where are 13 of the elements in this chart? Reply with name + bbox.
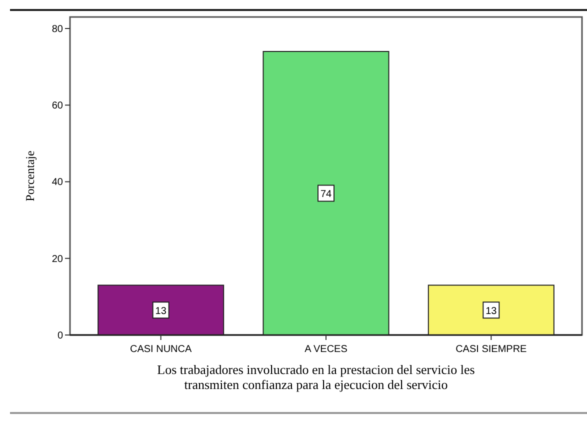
x-axis-title: Los trabajadores involucrado en la prestacion del servicio les transmiten confianza para la ejecucion del servicio bbox=[157, 362, 475, 392]
x-tick-label: CASI SIEMPRE bbox=[456, 344, 528, 355]
y-tick-label: 80 bbox=[52, 24, 64, 35]
y-tick-label: 20 bbox=[52, 254, 64, 265]
y-axis-title: Porcentaje bbox=[23, 150, 37, 202]
y-tick-label: 0 bbox=[57, 330, 64, 342]
data-label: 13 bbox=[486, 306, 498, 318]
x-tick-label: CASI NUNCA bbox=[130, 344, 192, 355]
y-tick-label: 60 bbox=[52, 100, 64, 112]
x-tick-label: A VECES bbox=[304, 344, 348, 355]
y-tick-label: 40 bbox=[52, 177, 64, 188]
data-label: 13 bbox=[155, 306, 167, 318]
data-label: 74 bbox=[320, 189, 332, 200]
